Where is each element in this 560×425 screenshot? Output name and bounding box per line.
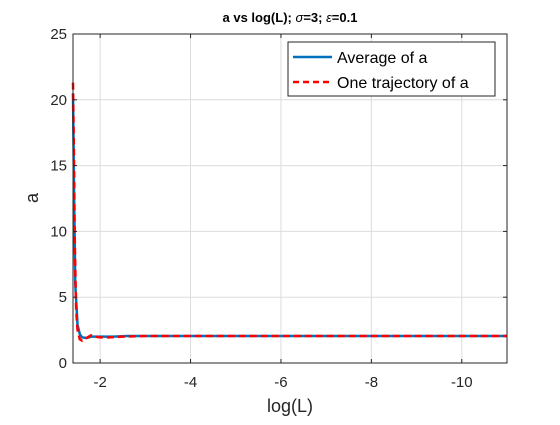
x-tick-label: -2 [93,374,106,391]
x-axis-label: log(L) [267,396,313,416]
y-tick-label: 5 [59,289,67,306]
ticks: -2 -4 -6 -8 -10 0 5 10 15 20 25 [50,26,507,391]
series-line-trajectory [71,82,507,342]
title-sigma: σ [295,10,304,25]
y-tick-label: 15 [50,158,67,175]
title-part-2: =3; [303,10,326,25]
x-tick-label: -4 [184,374,197,391]
legend: Average of a One trajectory of a [287,41,496,97]
y-axis-label: a [22,192,42,203]
legend-box [287,41,496,97]
title-part-3: =0.1 [332,10,358,25]
title-epsilon: ε [326,10,332,25]
y-tick-label: 25 [50,26,67,43]
title-part-1: a vs log(L); [223,10,296,25]
series-layer [71,82,507,342]
x-tick-label: -6 [274,374,287,391]
chart-title: a vs log(L); σ=3; ε=0.1 [223,10,358,25]
x-tick-label: -8 [365,374,378,391]
y-tick-label: 20 [50,92,67,109]
x-tick-label: -10 [451,374,473,391]
y-tick-label: 10 [50,223,67,240]
legend-label-trajectory: One trajectory of a [337,75,469,92]
legend-label-average: Average of a [337,50,428,67]
plot-frame [72,33,508,364]
y-tick-label: 0 [59,355,67,372]
